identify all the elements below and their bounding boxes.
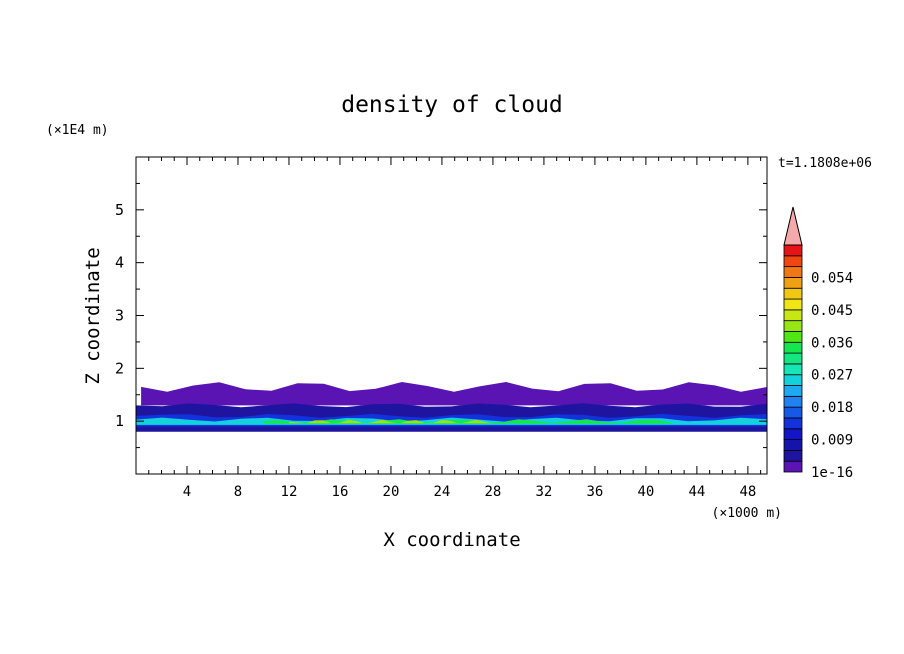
colorbar-segment [783, 417, 803, 430]
x-axis-label: X coordinate [383, 529, 520, 551]
colorbar-segment [783, 374, 803, 386]
colorbar-segment [783, 331, 803, 343]
colorbar [783, 206, 803, 473]
colorbar-segment [783, 266, 803, 278]
colorbar-segment [783, 428, 803, 440]
x-tick-label: 8 [234, 484, 242, 500]
colorbar-segment [783, 298, 803, 311]
colorbar-segment [783, 449, 803, 462]
colorbar-label: 0.018 [811, 400, 853, 416]
y-tick-label: 3 [115, 307, 124, 325]
x-tick-label: 40 [637, 484, 654, 500]
y-tick-label: 5 [115, 201, 124, 219]
axis-ticks [136, 157, 767, 474]
x-tick-label: 24 [434, 484, 451, 500]
colorbar-segment [783, 244, 803, 257]
colorbar-segment [783, 320, 803, 332]
colorbar-segment [783, 255, 803, 268]
x-tick-label: 28 [484, 484, 501, 500]
colorbar-segment [783, 277, 803, 289]
colorbar-label: 0.045 [811, 303, 853, 319]
chart-title: density of cloud [341, 92, 563, 118]
colorbar-label: 0.054 [811, 270, 853, 286]
x-tick-label: 16 [332, 484, 349, 500]
y-tick-label: 2 [115, 359, 124, 377]
colorbar-label: 0.009 [811, 433, 853, 449]
colorbar-label: 0.027 [811, 368, 853, 384]
x-tick-label: 12 [281, 484, 298, 500]
colorbar-segment [783, 439, 803, 451]
y-axis-label: Z coordinate [82, 247, 104, 384]
colorbar-segment [783, 406, 803, 419]
colorbar-segment [783, 287, 803, 300]
x-tick-label: 44 [688, 484, 705, 500]
x-tick-label: 4 [183, 484, 191, 500]
colorbar-segment [783, 309, 803, 322]
contour-region [263, 419, 672, 424]
y-tick-label: 4 [115, 254, 124, 272]
x-unit-label: (×1000 m) [712, 506, 782, 521]
colorbar-segment [783, 341, 803, 354]
colorbar-segment [783, 385, 803, 397]
contour-region [288, 419, 493, 424]
colorbar-segment [783, 460, 803, 473]
x-tick-label: 32 [535, 484, 552, 500]
x-tick-label: 20 [383, 484, 400, 500]
y-unit-label: (×1E4 m) [46, 123, 109, 138]
colorbar-label: 1e-16 [811, 465, 853, 481]
colorbar-segment [783, 352, 803, 365]
colorbar-segment [783, 363, 803, 376]
colorbar-segment [783, 395, 803, 408]
x-tick-label: 36 [586, 484, 603, 500]
colorbar-extend-triangle [783, 206, 803, 246]
colorbar-label: 0.036 [811, 335, 853, 351]
x-tick-label: 48 [739, 484, 756, 500]
contour-fill-layer [136, 382, 767, 432]
contour-region [141, 382, 767, 406]
time-label: t=1.1808e+06 [778, 156, 872, 171]
y-tick-label: 1 [115, 412, 124, 430]
colorbar-labels: 1e-16 0.009 0.018 0.027 0.036 0.045 0.054 [811, 270, 853, 481]
